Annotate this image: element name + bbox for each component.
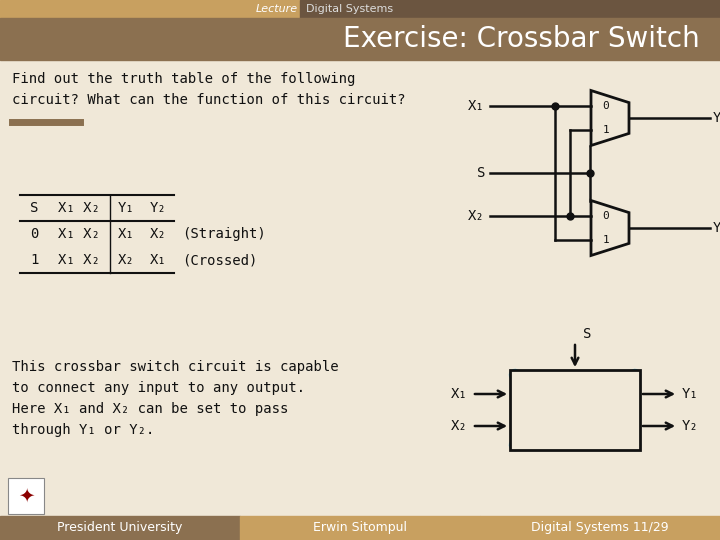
Text: 0: 0	[603, 101, 609, 111]
Bar	[0, 0, 720, 18]
Text: (Crossed): (Crossed)	[182, 253, 257, 267]
Text: 0: 0	[603, 211, 609, 221]
Text: Erwin Sitompul: Erwin Sitompul	[313, 522, 407, 535]
Text: Digital Systems: Digital Systems	[306, 4, 393, 14]
Text: X₁ X₂: X₁ X₂	[58, 201, 100, 215]
Text: X₁: X₁	[150, 253, 166, 267]
Text: X₁ X₂: X₁ X₂	[58, 253, 100, 267]
Text: President University: President University	[58, 522, 183, 535]
Text: X₂: X₂	[150, 227, 166, 241]
Text: S: S	[583, 327, 591, 341]
Text: Find out the truth table of the following
circuit? What can the function of this: Find out the truth table of the followin…	[12, 72, 405, 106]
Text: S: S	[30, 201, 38, 215]
Text: ✦: ✦	[18, 487, 34, 505]
Text: Y₁: Y₁	[682, 387, 698, 401]
Bar	[0, 516, 240, 540]
Text: Y₁: Y₁	[117, 201, 135, 215]
Text: Exercise: Crossbar Switch: Exercise: Crossbar Switch	[343, 25, 700, 53]
Bar	[8, 478, 44, 514]
Bar	[300, 0, 720, 18]
Text: This crossbar switch circuit is capable
to connect any input to any output.
Here: This crossbar switch circuit is capable …	[12, 360, 338, 437]
Text: X₂: X₂	[468, 209, 485, 223]
Text: X₂: X₂	[451, 419, 468, 433]
Text: X₁ X₂: X₁ X₂	[58, 227, 100, 241]
Bar	[240, 516, 480, 540]
Text: Lecture: Lecture	[256, 4, 298, 14]
Polygon shape	[591, 91, 629, 145]
Text: Y₂: Y₂	[150, 201, 166, 215]
Bar	[480, 516, 720, 540]
Text: Y₂: Y₂	[682, 419, 698, 433]
Text: Digital Systems 11/29: Digital Systems 11/29	[531, 522, 669, 535]
Bar	[510, 370, 640, 450]
Text: S: S	[477, 166, 485, 180]
Text: X₁: X₁	[451, 387, 468, 401]
Text: X₁: X₁	[117, 227, 135, 241]
Text: X₁: X₁	[468, 99, 485, 113]
Polygon shape	[591, 200, 629, 255]
Text: 1: 1	[30, 253, 38, 267]
Bar	[0, 18, 720, 60]
Text: 1: 1	[603, 235, 609, 245]
Text: Y₁: Y₁	[713, 111, 720, 125]
Text: 0: 0	[30, 227, 38, 241]
Text: X₂: X₂	[117, 253, 135, 267]
Text: 1: 1	[603, 125, 609, 135]
Text: (Straight): (Straight)	[182, 227, 266, 241]
Text: Y₂: Y₂	[713, 221, 720, 235]
